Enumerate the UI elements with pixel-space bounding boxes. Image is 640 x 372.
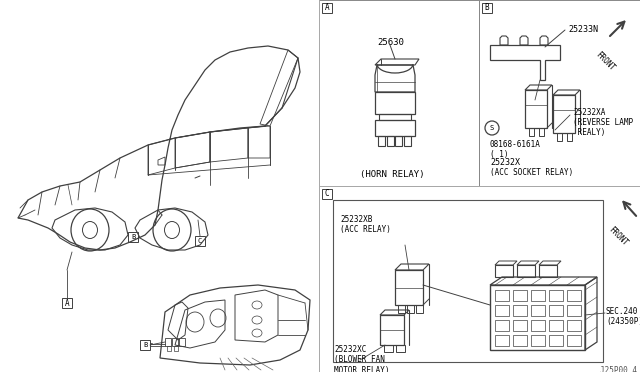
Bar (513, 320, 527, 331)
Bar (416, 305, 423, 313)
Bar (167, 346, 171, 351)
Bar (531, 320, 545, 331)
Text: A: A (65, 298, 69, 308)
Bar (513, 335, 527, 346)
Text: FRONT: FRONT (607, 225, 629, 248)
Text: B: B (484, 3, 490, 13)
Bar (539, 128, 544, 136)
Bar (165, 338, 171, 346)
Text: 25630: 25630 (377, 38, 404, 47)
Text: 25232XC
(BLOWER FAN
MOTOR RELAY): 25232XC (BLOWER FAN MOTOR RELAY) (334, 345, 390, 372)
Bar (395, 270, 423, 305)
Bar (482, 3, 492, 13)
Text: C: C (324, 189, 330, 199)
Text: B: B (131, 234, 135, 240)
Bar (531, 305, 545, 316)
Bar (375, 120, 415, 136)
Bar (396, 345, 405, 352)
Bar (319, 186, 640, 372)
Bar (407, 305, 414, 313)
Bar (375, 92, 415, 114)
Text: 25233N: 25233N (568, 25, 598, 34)
Bar (539, 265, 557, 277)
Bar (549, 305, 563, 316)
Bar (495, 290, 509, 301)
Bar (319, 0, 479, 186)
Text: C: C (198, 238, 202, 244)
Bar (567, 133, 572, 141)
Bar (549, 290, 563, 301)
Bar (387, 136, 394, 146)
Bar (495, 320, 509, 331)
Bar (479, 0, 640, 186)
Bar (495, 335, 509, 346)
Bar (531, 335, 545, 346)
Text: 25232X: 25232X (490, 158, 520, 167)
Bar (513, 305, 527, 316)
Bar (172, 338, 178, 346)
Bar (495, 265, 513, 277)
Bar (395, 136, 402, 146)
Text: 25232XA: 25232XA (573, 108, 605, 117)
Text: (ACC SOCKET RELAY): (ACC SOCKET RELAY) (490, 168, 573, 177)
Text: (HORN RELAY): (HORN RELAY) (360, 170, 424, 179)
Text: J25P00 4: J25P00 4 (600, 366, 637, 372)
Bar (378, 136, 385, 146)
Bar (398, 305, 405, 313)
Bar (322, 189, 332, 199)
Text: SEC.240
(24350P): SEC.240 (24350P) (606, 307, 640, 326)
Bar (62, 298, 72, 308)
Bar (128, 232, 138, 242)
Bar (549, 335, 563, 346)
Bar (567, 290, 581, 301)
Text: B: B (143, 342, 147, 348)
Bar (567, 335, 581, 346)
Bar (379, 114, 411, 120)
Text: 08168-6161A
( 1): 08168-6161A ( 1) (490, 140, 541, 159)
Bar (384, 345, 393, 352)
Bar (517, 265, 535, 277)
Bar (529, 128, 534, 136)
Text: 25232XB
(ACC RELAY): 25232XB (ACC RELAY) (340, 215, 391, 234)
Bar (174, 346, 178, 351)
Bar (490, 285, 585, 350)
Bar (567, 305, 581, 316)
Bar (322, 3, 332, 13)
Text: A: A (324, 3, 330, 13)
Text: FRONT: FRONT (594, 50, 616, 73)
Bar (531, 290, 545, 301)
Bar (513, 290, 527, 301)
Bar (567, 320, 581, 331)
Bar (404, 136, 411, 146)
Bar (140, 340, 150, 350)
Bar (380, 315, 404, 345)
Bar (195, 236, 205, 246)
Bar (495, 305, 509, 316)
Text: S: S (490, 125, 494, 131)
Bar (179, 338, 185, 346)
Bar (333, 200, 603, 362)
Bar (557, 133, 562, 141)
Bar (549, 320, 563, 331)
Text: (REVERSE LAMP
 REALY): (REVERSE LAMP REALY) (573, 118, 633, 137)
